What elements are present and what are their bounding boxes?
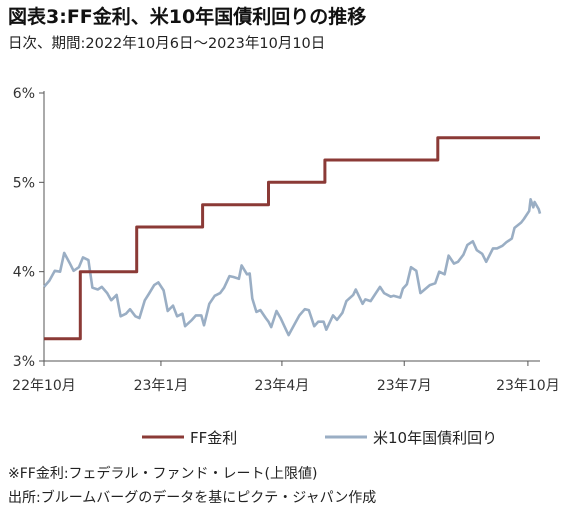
x-tick-label: 23年1月 <box>134 378 189 394</box>
x-tick-label: 22年10月 <box>12 378 76 394</box>
y-tick-label: 6% <box>13 86 35 102</box>
legend-label: 米10年国債利回り <box>373 429 497 447</box>
page-subtitle: 日次、期間:2022年10月6日～2023年10月10日 <box>8 36 326 52</box>
chart-legend: FF金利 米10年国債利回り <box>142 429 497 447</box>
page-title: 図表3:FF金利、米10年国債利回りの推移 <box>8 6 367 28</box>
footnote: ※FF金利:フェデラル・ファンド・レート(上限値) <box>8 466 318 482</box>
source-note: 出所:ブルームバーグのデータを基にピクテ・ジャパン作成 <box>8 490 377 506</box>
x-tick-label: 23年7月 <box>377 378 432 394</box>
x-tick-label: 23年4月 <box>255 378 310 394</box>
series-line-ff-rate <box>44 136 540 341</box>
y-tick-label: 5% <box>13 175 35 191</box>
legend-label: FF金利 <box>190 429 237 447</box>
series-line-10y-yield <box>43 198 542 337</box>
x-tick-label: 23年10月 <box>496 378 560 394</box>
chart-axes: 3% 4% 5% 6% 22年10月 23年1月 23年4月 23年7月 23年10月 <box>12 86 560 394</box>
y-tick-label: 4% <box>13 265 35 281</box>
chart: 3% 4% 5% 6% 22年10月 23年1月 23年4月 23年7月 23年10月 FF金利… <box>12 86 560 447</box>
y-tick-label: 3% <box>13 354 35 370</box>
chart-series <box>43 136 542 341</box>
